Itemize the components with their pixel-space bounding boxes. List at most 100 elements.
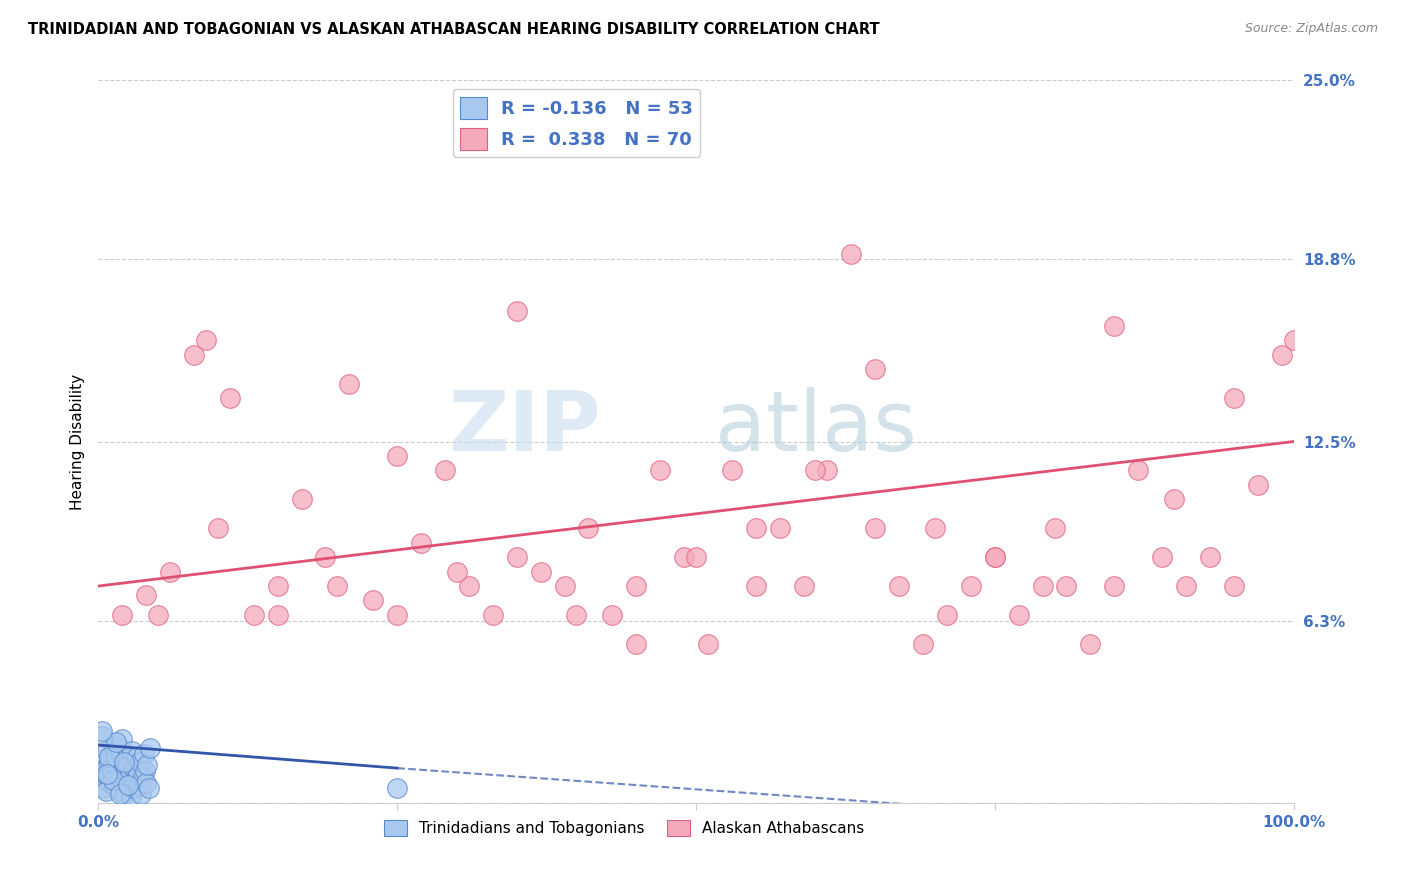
- Point: [506, 550, 529, 565]
- Point: [134, 764, 156, 778]
- Point: [207, 521, 229, 535]
- Point: [1152, 550, 1174, 565]
- Point: [91, 772, 114, 787]
- Point: [125, 749, 148, 764]
- Legend: Trinidadians and Tobagonians, Alaskan Athabascans: Trinidadians and Tobagonians, Alaskan At…: [378, 814, 870, 842]
- Point: [159, 565, 181, 579]
- Point: [90, 767, 112, 781]
- Point: [243, 607, 266, 622]
- Point: [385, 607, 409, 622]
- Point: [865, 362, 887, 376]
- Point: [93, 781, 115, 796]
- Point: [804, 463, 827, 477]
- Y-axis label: Hearing Disability: Hearing Disability: [69, 374, 84, 509]
- Point: [1223, 579, 1246, 593]
- Point: [745, 579, 768, 593]
- Point: [136, 758, 159, 772]
- Point: [107, 772, 129, 787]
- Point: [267, 579, 290, 593]
- Point: [530, 565, 553, 579]
- Point: [219, 391, 242, 405]
- Point: [131, 787, 153, 801]
- Text: TRINIDADIAN AND TOBAGONIAN VS ALASKAN ATHABASCAN HEARING DISABILITY CORRELATION : TRINIDADIAN AND TOBAGONIAN VS ALASKAN AT…: [28, 22, 880, 37]
- Point: [110, 747, 132, 761]
- Point: [129, 756, 152, 770]
- Point: [1043, 521, 1066, 535]
- Point: [1056, 579, 1078, 593]
- Point: [118, 770, 141, 784]
- Point: [132, 747, 155, 761]
- Point: [554, 579, 576, 593]
- Point: [1104, 579, 1126, 593]
- Point: [115, 775, 138, 789]
- Point: [721, 463, 744, 477]
- Point: [98, 756, 121, 770]
- Point: [91, 752, 114, 766]
- Point: [94, 784, 117, 798]
- Point: [626, 579, 648, 593]
- Point: [1104, 318, 1126, 333]
- Point: [481, 607, 505, 622]
- Point: [117, 758, 139, 772]
- Point: [103, 779, 125, 793]
- Point: [889, 579, 911, 593]
- Point: [135, 775, 157, 789]
- Point: [120, 790, 142, 805]
- Point: [104, 758, 127, 772]
- Point: [685, 550, 707, 565]
- Point: [1282, 334, 1305, 348]
- Point: [98, 749, 121, 764]
- Point: [108, 784, 131, 798]
- Point: [105, 735, 128, 749]
- Point: [745, 521, 768, 535]
- Point: [1128, 463, 1150, 477]
- Point: [121, 744, 143, 758]
- Point: [91, 729, 114, 743]
- Point: [697, 637, 720, 651]
- Point: [1175, 579, 1198, 593]
- Point: [434, 463, 457, 477]
- Point: [458, 579, 481, 593]
- Point: [183, 348, 205, 362]
- Point: [101, 772, 124, 787]
- Point: [446, 565, 468, 579]
- Point: [1032, 579, 1054, 593]
- Point: [195, 334, 218, 348]
- Point: [793, 579, 815, 593]
- Point: [100, 764, 122, 778]
- Point: [578, 521, 600, 535]
- Point: [960, 579, 983, 593]
- Point: [673, 550, 696, 565]
- Point: [98, 775, 122, 789]
- Point: [124, 772, 146, 787]
- Point: [602, 607, 624, 622]
- Text: Source: ZipAtlas.com: Source: ZipAtlas.com: [1244, 22, 1378, 36]
- Point: [385, 449, 409, 463]
- Point: [112, 787, 135, 801]
- Point: [815, 463, 838, 477]
- Point: [127, 767, 149, 781]
- Point: [565, 607, 588, 622]
- Point: [94, 761, 117, 775]
- Point: [626, 637, 648, 651]
- Point: [865, 521, 887, 535]
- Point: [111, 732, 134, 747]
- Point: [385, 781, 409, 796]
- Point: [128, 779, 150, 793]
- Point: [339, 376, 361, 391]
- Point: [411, 535, 433, 549]
- Point: [1247, 478, 1270, 492]
- Point: [115, 752, 138, 766]
- Point: [267, 607, 290, 622]
- Text: atlas: atlas: [714, 386, 917, 467]
- Point: [122, 781, 145, 796]
- Point: [1271, 348, 1294, 362]
- Point: [139, 740, 162, 755]
- Point: [291, 492, 314, 507]
- Point: [112, 756, 135, 770]
- Point: [363, 593, 385, 607]
- Point: [911, 637, 934, 651]
- Point: [648, 463, 672, 477]
- Point: [1223, 391, 1246, 405]
- Point: [124, 761, 146, 775]
